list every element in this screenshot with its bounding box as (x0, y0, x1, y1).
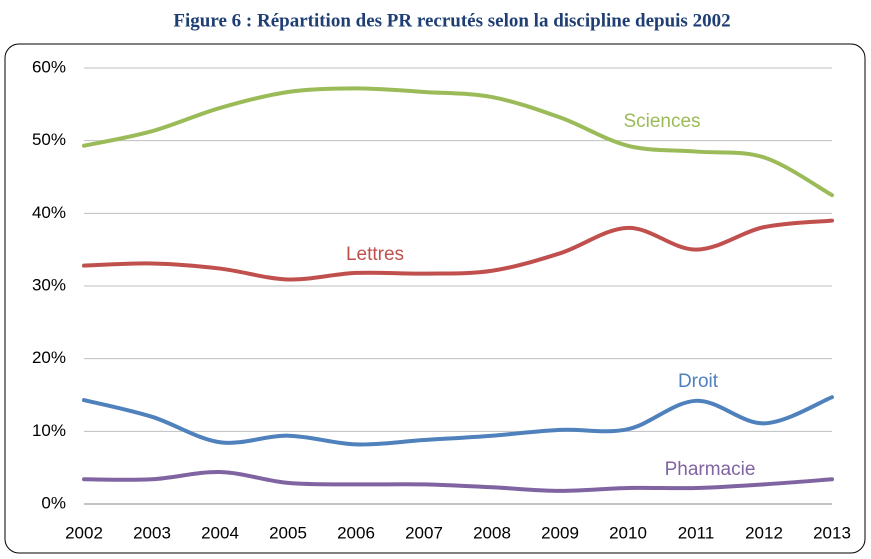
y-tick-label: 0% (41, 493, 66, 512)
x-tick-label: 2002 (65, 523, 103, 542)
x-tick-label: 2009 (541, 523, 579, 542)
x-tick-label: 2010 (609, 523, 647, 542)
series-label: Pharmacie (665, 459, 756, 480)
series-line (82, 218, 834, 282)
y-tick-label: 20% (32, 348, 66, 367)
chart-border (4, 43, 866, 554)
x-tick-label: 2005 (269, 523, 307, 542)
chart-title: Figure 6 : Répartition des PR recrutés s… (173, 10, 730, 31)
y-tick-label: 30% (32, 275, 66, 294)
x-tick-label: 2004 (201, 523, 239, 542)
x-tick-label: 2007 (405, 523, 443, 542)
series-label: Droit (678, 371, 719, 392)
x-tick-label: 2003 (133, 523, 171, 542)
series-line (82, 470, 834, 493)
x-tick-label: 2011 (678, 523, 715, 542)
series-label: Lettres (346, 244, 404, 265)
y-tick-label: 50% (32, 130, 66, 149)
y-tick-label: 60% (32, 57, 66, 76)
x-tick-label: 2008 (473, 523, 511, 542)
series-line (82, 395, 834, 447)
x-tick-label: 2012 (745, 523, 783, 542)
x-tick-label: 2006 (337, 523, 375, 542)
y-tick-label: 40% (32, 203, 66, 222)
series-line (82, 86, 834, 198)
series-label: Sciences (623, 111, 700, 132)
y-tick-label: 10% (32, 421, 66, 440)
x-tick-label: 2013 (813, 523, 851, 542)
